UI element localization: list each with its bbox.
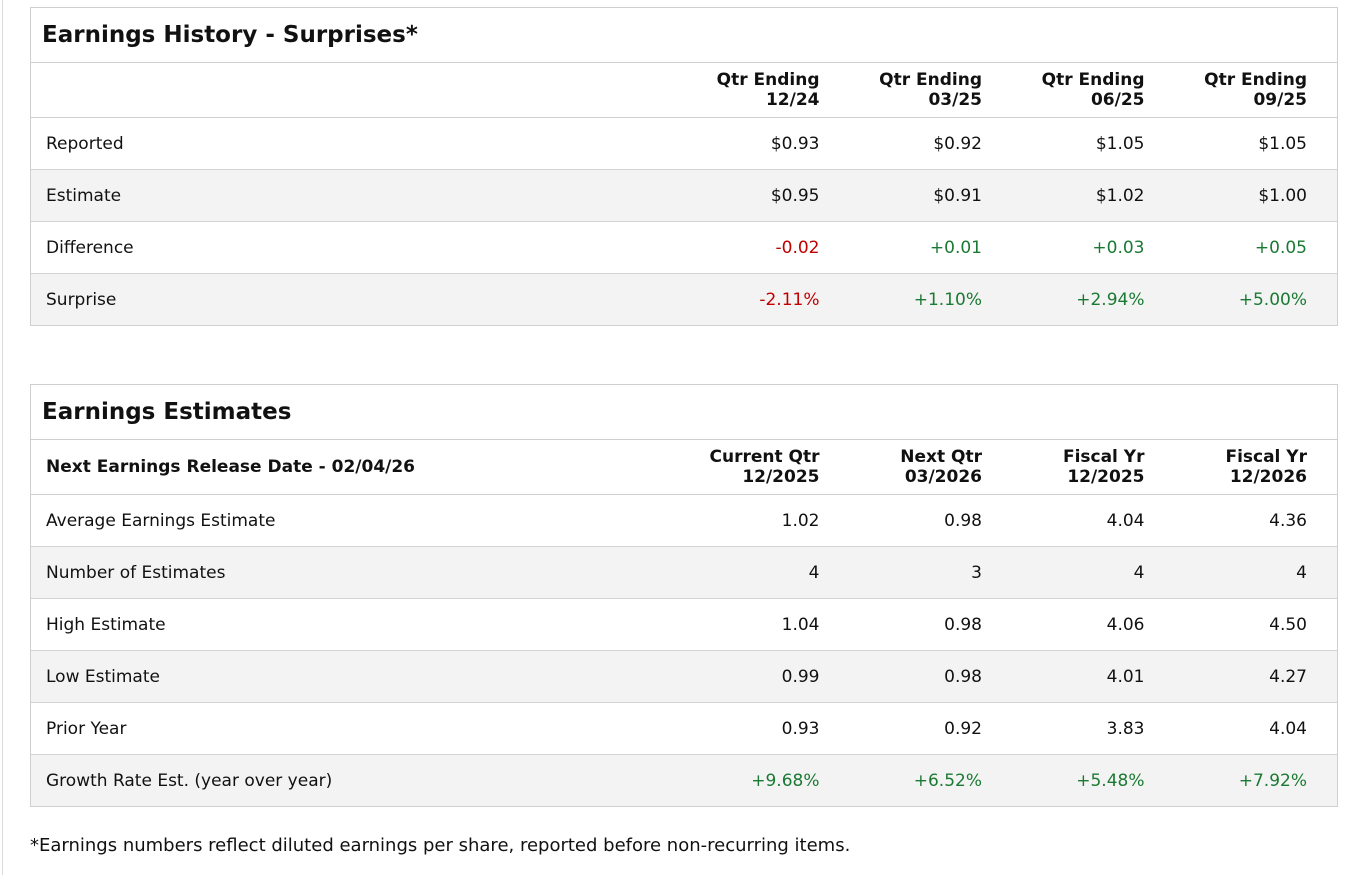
- table-row: Difference -0.02 +0.01 +0.03 +0.05: [31, 222, 1337, 274]
- estimates-header-row: Next Earnings Release Date - 02/04/26 Cu…: [31, 440, 1337, 495]
- earnings-surprises-panel: Earnings History - Surprises* Qtr Ending…: [30, 7, 1338, 326]
- table-cell: 0.98: [944, 510, 982, 531]
- table-row: Growth Rate Est. (year over year) +9.68%…: [31, 755, 1337, 806]
- estimates-col-header: Current Qtr 12/2025: [672, 440, 835, 494]
- table-cell: 4.27: [1269, 666, 1307, 687]
- estimates-title: Earnings Estimates: [31, 385, 1337, 440]
- table-cell: $0.95: [770, 185, 820, 206]
- earnings-estimates-panel: Earnings Estimates Next Earnings Release…: [30, 384, 1338, 807]
- table-cell: 3.83: [1106, 718, 1145, 739]
- estimates-col-header: Fiscal Yr 12/2025: [997, 440, 1160, 494]
- table-cell: 1.04: [781, 614, 820, 635]
- table-row: Number of Estimates 4 3 4 4: [31, 547, 1337, 599]
- surprises-title: Earnings History - Surprises*: [31, 8, 1337, 63]
- table-row: Average Earnings Estimate 1.02 0.98 4.04…: [31, 495, 1337, 547]
- next-release-date-label: Next Earnings Release Date - 02/04/26: [46, 457, 416, 477]
- row-label: Growth Rate Est. (year over year): [46, 770, 333, 791]
- table-cell: +0.05: [1254, 237, 1307, 258]
- table-cell: +9.68%: [751, 770, 820, 791]
- col-header-line1: Qtr Ending: [716, 70, 820, 90]
- page-left-border: [2, 0, 3, 875]
- row-label: Reported: [46, 133, 124, 154]
- col-header-line2: 09/25: [1253, 90, 1307, 110]
- table-cell: $0.92: [933, 133, 982, 154]
- row-label: Difference: [46, 237, 134, 258]
- table-row: Surprise -2.11% +1.10% +2.94% +5.00%: [31, 274, 1337, 325]
- col-header-line1: Qtr Ending: [1041, 70, 1145, 90]
- estimates-col-header: Next Qtr 03/2026: [835, 440, 998, 494]
- row-label: Low Estimate: [46, 666, 160, 687]
- table-cell: +2.94%: [1076, 289, 1145, 310]
- table-cell: 0.99: [781, 666, 820, 687]
- table-cell: 4: [1133, 562, 1145, 583]
- table-cell: $0.93: [770, 133, 820, 154]
- table-row: Estimate $0.95 $0.91 $1.02 $1.00: [31, 170, 1337, 222]
- table-cell: 4.06: [1106, 614, 1145, 635]
- table-cell: 4.04: [1106, 510, 1145, 531]
- row-label: Average Earnings Estimate: [46, 510, 276, 531]
- col-header-line2: 12/2026: [1229, 467, 1307, 487]
- col-header-line2: 12/2025: [742, 467, 820, 487]
- table-row: Reported $0.93 $0.92 $1.05 $1.05: [31, 118, 1337, 170]
- surprises-header-label: [31, 63, 672, 117]
- table-cell: 0.93: [781, 718, 820, 739]
- col-header-line2: 12/24: [765, 90, 820, 110]
- surprises-col-header: Qtr Ending 06/25: [997, 63, 1160, 117]
- footnote: *Earnings numbers reflect diluted earnin…: [30, 835, 851, 856]
- table-cell: 0.98: [944, 614, 982, 635]
- row-label: High Estimate: [46, 614, 166, 635]
- table-cell: 4.01: [1106, 666, 1145, 687]
- table-cell: $1.05: [1095, 133, 1145, 154]
- row-label: Estimate: [46, 185, 122, 206]
- table-row: High Estimate 1.04 0.98 4.06 4.50: [31, 599, 1337, 651]
- col-header-line1: Next Qtr: [900, 447, 982, 467]
- table-cell: $1.02: [1095, 185, 1145, 206]
- table-cell: 4.50: [1269, 614, 1307, 635]
- col-header-line1: Fiscal Yr: [1062, 447, 1145, 467]
- row-label: Prior Year: [46, 718, 127, 739]
- surprises-col-header: Qtr Ending 09/25: [1160, 63, 1323, 117]
- table-cell: 4.04: [1269, 718, 1307, 739]
- col-header-line2: 06/25: [1090, 90, 1145, 110]
- table-cell: -2.11%: [759, 289, 820, 310]
- table-cell: $1.05: [1258, 133, 1307, 154]
- table-cell: +7.92%: [1238, 770, 1307, 791]
- table-cell: $1.00: [1258, 185, 1307, 206]
- col-header-line1: Current Qtr: [709, 447, 820, 467]
- surprises-col-header: Qtr Ending 12/24: [672, 63, 835, 117]
- table-cell: 3: [971, 562, 982, 583]
- col-header-line2: 12/2025: [1067, 467, 1145, 487]
- table-cell: +0.01: [929, 237, 982, 258]
- col-header-line2: 03/2026: [904, 467, 982, 487]
- table-cell: +6.52%: [913, 770, 982, 791]
- table-cell: 4.36: [1269, 510, 1307, 531]
- table-cell: 0.92: [944, 718, 982, 739]
- row-label: Number of Estimates: [46, 562, 226, 583]
- estimates-col-header: Fiscal Yr 12/2026: [1160, 440, 1323, 494]
- table-cell: +5.00%: [1238, 289, 1307, 310]
- table-cell: 0.98: [944, 666, 982, 687]
- table-cell: 1.02: [781, 510, 820, 531]
- table-row: Low Estimate 0.99 0.98 4.01 4.27: [31, 651, 1337, 703]
- table-cell: -0.02: [775, 237, 820, 258]
- table-cell: +0.03: [1092, 237, 1145, 258]
- table-cell: +1.10%: [913, 289, 982, 310]
- table-cell: 4: [1296, 562, 1307, 583]
- table-cell: 4: [808, 562, 820, 583]
- table-row: Prior Year 0.93 0.92 3.83 4.04: [31, 703, 1337, 755]
- table-cell: $0.91: [933, 185, 982, 206]
- surprises-header-row: Qtr Ending 12/24 Qtr Ending 03/25 Qtr En…: [31, 63, 1337, 118]
- col-header-line1: Qtr Ending: [1204, 70, 1307, 90]
- surprises-col-header: Qtr Ending 03/25: [835, 63, 998, 117]
- col-header-line2: 03/25: [928, 90, 982, 110]
- table-cell: +5.48%: [1076, 770, 1145, 791]
- col-header-line1: Fiscal Yr: [1225, 447, 1307, 467]
- row-label: Surprise: [46, 289, 117, 310]
- col-header-line1: Qtr Ending: [879, 70, 982, 90]
